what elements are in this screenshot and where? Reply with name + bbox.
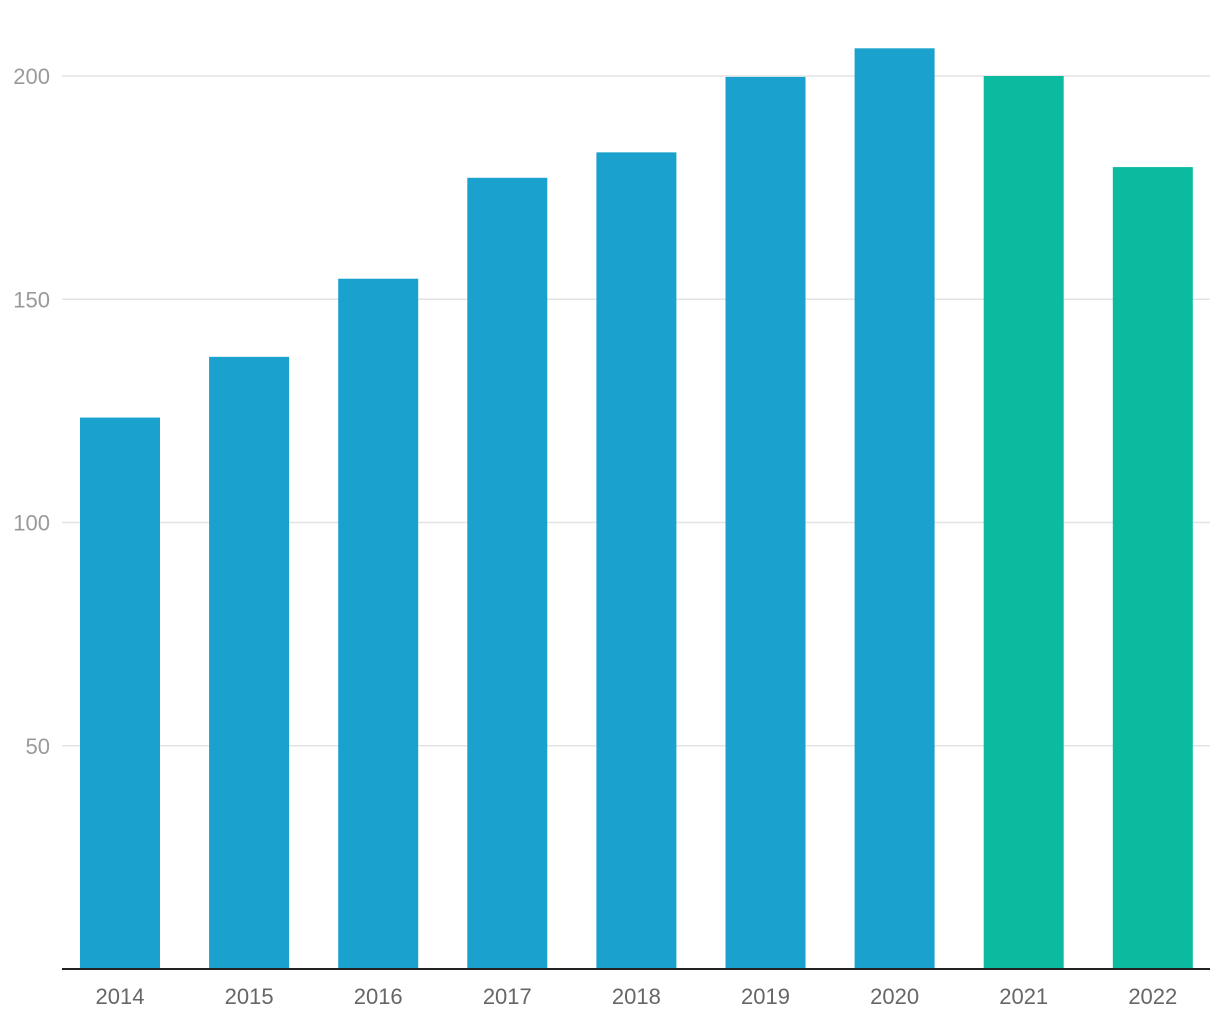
x-tick-label: 2017 xyxy=(483,984,532,1009)
y-tick-label: 150 xyxy=(13,287,50,312)
x-tick-label: 2020 xyxy=(870,984,919,1009)
y-tick-label: 50 xyxy=(26,734,50,759)
x-tick-label: 2021 xyxy=(999,984,1048,1009)
bar-2015 xyxy=(209,356,290,969)
bar-2021 xyxy=(983,76,1064,969)
y-tick-label: 100 xyxy=(13,511,50,536)
bar-2014 xyxy=(80,417,160,969)
x-tick-label: 2019 xyxy=(741,984,790,1009)
x-axis-ticks: 2014 2015 2016 2017 2018 2019 2020 2021 2022 xyxy=(96,984,1178,1009)
y-tick-label: 200 xyxy=(13,64,50,89)
x-tick-label: 2018 xyxy=(612,984,661,1009)
bar-2018 xyxy=(596,152,677,969)
x-tick-label: 2015 xyxy=(225,984,274,1009)
y-axis-ticks: 50 100 150 200 xyxy=(13,64,50,759)
bar-2020 xyxy=(854,48,935,969)
bar-2016 xyxy=(338,278,419,969)
x-tick-label: 2014 xyxy=(96,984,145,1009)
bar-2022 xyxy=(1112,167,1193,969)
x-tick-label: 2016 xyxy=(354,984,403,1009)
bar-2017 xyxy=(467,177,548,969)
x-tick-label: 2022 xyxy=(1128,984,1177,1009)
bars xyxy=(80,48,1193,969)
bar-2019 xyxy=(725,76,806,969)
